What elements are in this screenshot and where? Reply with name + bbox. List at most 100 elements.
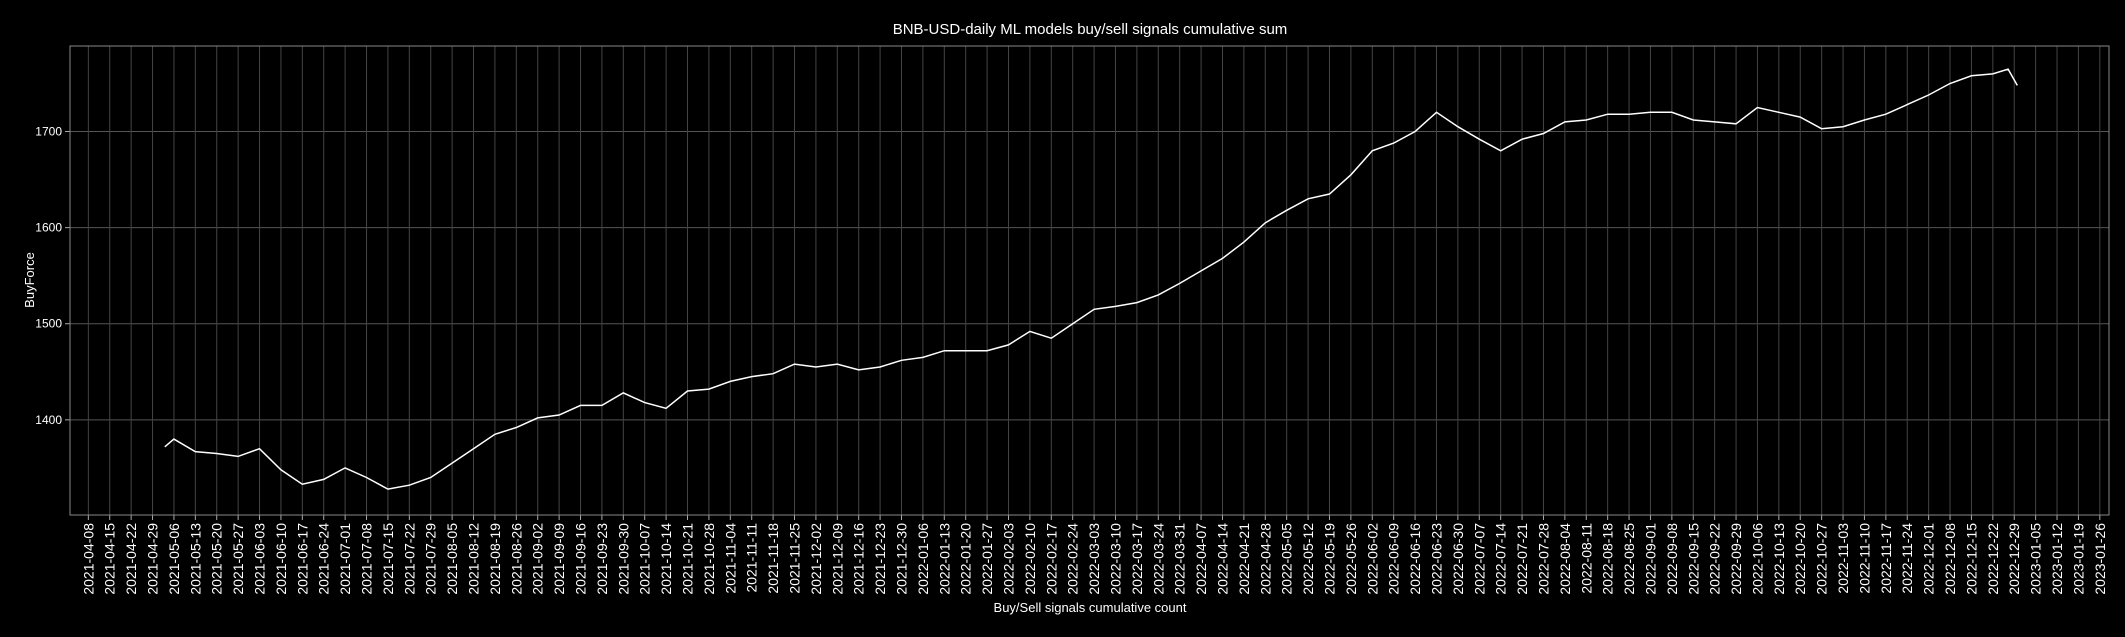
x-tick-label: 2023-01-19 xyxy=(2070,523,2086,595)
x-tick-label: 2022-11-24 xyxy=(1899,523,1915,594)
x-tick-label: 2022-09-08 xyxy=(1664,523,1680,595)
x-tick-label: 2022-02-10 xyxy=(1022,523,1038,595)
x-tick-label: 2022-01-06 xyxy=(915,523,931,595)
x-tick-label: 2022-07-21 xyxy=(1514,523,1530,595)
x-tick-label: 2022-11-03 xyxy=(1835,523,1851,594)
x-tick-label: 2021-05-06 xyxy=(166,523,182,595)
x-tick-label: 2022-09-29 xyxy=(1728,523,1744,595)
x-tick-label: 2021-06-17 xyxy=(294,523,310,595)
x-tick-label: 2023-01-05 xyxy=(2028,523,2044,595)
x-tick-label: 2022-06-16 xyxy=(1407,523,1423,595)
x-tick-label: 2022-10-06 xyxy=(1749,523,1765,595)
x-tick-label: 2021-09-16 xyxy=(573,523,589,595)
x-tick-label: 2022-06-09 xyxy=(1386,523,1402,595)
x-tick-label: 2021-07-08 xyxy=(359,523,375,595)
x-tick-label: 2022-09-01 xyxy=(1642,523,1658,595)
x-tick-label: 2022-01-20 xyxy=(958,523,974,595)
x-tick-label: 2022-03-31 xyxy=(1172,523,1188,595)
x-tick-label: 2022-04-21 xyxy=(1236,523,1252,595)
x-tick-label: 2021-05-13 xyxy=(187,523,203,595)
x-tick-label: 2021-07-22 xyxy=(401,523,417,595)
x-tick-label: 2022-08-18 xyxy=(1600,523,1616,595)
x-tick-label: 2021-12-23 xyxy=(872,523,888,595)
x-tick-label: 2022-09-15 xyxy=(1685,523,1701,595)
x-tick-label: 2021-06-10 xyxy=(273,523,289,595)
x-tick-label: 2021-08-19 xyxy=(487,523,503,595)
x-tick-label: 2022-03-24 xyxy=(1150,523,1166,595)
x-tick-label: 2021-12-30 xyxy=(893,523,909,595)
x-tick-label: 2021-04-15 xyxy=(102,523,118,595)
plot-border xyxy=(69,45,2110,516)
x-tick-label: 2022-07-07 xyxy=(1471,523,1487,595)
x-tick-label: 2022-09-22 xyxy=(1707,523,1723,595)
x-tick-label: 2022-11-17 xyxy=(1878,523,1894,594)
x-tick-label: 2022-06-30 xyxy=(1450,523,1466,595)
x-tick-label: 2021-08-12 xyxy=(466,523,482,595)
x-tick-label: 2022-10-13 xyxy=(1771,523,1787,595)
x-tick-label: 2022-12-08 xyxy=(1942,523,1958,595)
x-tick-label: 2021-11-18 xyxy=(765,523,781,594)
x-tick-label: 2022-08-25 xyxy=(1621,523,1637,595)
y-tick-label: 1600 xyxy=(35,221,62,235)
chart-title: BNB-USD-daily ML models buy/sell signals… xyxy=(893,21,1288,38)
x-tick-label: 2021-12-02 xyxy=(808,523,824,595)
x-axis-label: Buy/Sell signals cumulative count xyxy=(994,600,1187,615)
x-tick-label: 2022-12-15 xyxy=(1963,523,1979,595)
x-tick-label: 2021-06-24 xyxy=(316,523,332,595)
x-tick-label: 2021-07-29 xyxy=(423,523,439,595)
x-tick-label: 2022-08-04 xyxy=(1557,523,1573,595)
x-tick-label: 2021-09-23 xyxy=(594,523,610,595)
x-tick-label: 2021-11-25 xyxy=(787,523,803,594)
y-tick-label: 1400 xyxy=(35,413,62,427)
x-tick-label: 2022-10-20 xyxy=(1792,523,1808,595)
x-tick-label: 2023-01-12 xyxy=(2049,523,2065,595)
x-tick-label: 2022-01-13 xyxy=(936,523,952,595)
x-tick-label: 2022-05-19 xyxy=(1321,523,1337,595)
x-tick-label: 2022-07-14 xyxy=(1493,523,1509,595)
x-tick-label: 2021-07-01 xyxy=(337,523,353,595)
x-tick-label: 2022-05-05 xyxy=(1279,523,1295,595)
y-axis-label: BuyForce xyxy=(22,252,37,308)
x-tick-label: 2021-09-09 xyxy=(551,523,567,595)
x-tick-label: 2022-01-27 xyxy=(979,523,995,595)
x-tick-label: 2022-03-17 xyxy=(1129,523,1145,595)
x-tick-label: 2021-04-29 xyxy=(145,523,161,595)
y-tick-label: 1500 xyxy=(35,317,62,331)
x-tick-label: 2021-05-27 xyxy=(230,523,246,595)
x-tick-label: 2022-06-23 xyxy=(1428,523,1444,595)
x-tick-label: 2022-12-22 xyxy=(1985,523,2001,595)
x-tick-label: 2021-10-07 xyxy=(637,523,653,595)
x-tick-label: 2022-02-17 xyxy=(1043,523,1059,595)
x-tick-label: 2022-05-26 xyxy=(1343,523,1359,595)
x-tick-label: 2021-07-15 xyxy=(380,523,396,595)
x-tick-label: 2021-10-14 xyxy=(658,523,674,595)
x-tick-label: 2021-10-21 xyxy=(680,523,696,595)
x-tick-label: 2022-07-28 xyxy=(1535,523,1551,595)
x-tick-label: 2021-11-04 xyxy=(722,523,738,594)
x-tick-label: 2021-10-28 xyxy=(701,523,717,595)
x-tick-label: 2022-11-10 xyxy=(1856,523,1872,594)
x-tick-label: 2022-08-11 xyxy=(1578,523,1594,594)
x-tick-label: 2021-08-26 xyxy=(508,523,524,595)
x-tick-label: 2022-12-29 xyxy=(2006,523,2022,595)
x-tick-label: 2022-05-12 xyxy=(1300,523,1316,595)
x-tick-label: 2021-04-22 xyxy=(123,523,139,595)
x-tick-label: 2022-03-03 xyxy=(1086,523,1102,595)
x-tick-label: 2022-12-01 xyxy=(1921,523,1937,595)
x-tick-label: 2022-06-02 xyxy=(1364,523,1380,595)
x-tick-label: 2021-11-11 xyxy=(744,523,760,593)
x-tick-label: 2022-04-14 xyxy=(1214,523,1230,595)
y-tick-label: 1700 xyxy=(35,125,62,139)
x-tick-label: 2021-08-05 xyxy=(444,523,460,595)
x-tick-label: 2023-01-26 xyxy=(2092,523,2108,595)
x-tick-label: 2021-05-20 xyxy=(209,523,225,595)
data-line xyxy=(164,68,2018,490)
x-tick-label: 2022-02-03 xyxy=(1000,523,1016,595)
x-tick-label: 2021-12-09 xyxy=(829,523,845,595)
x-tick-label: 2021-12-16 xyxy=(851,523,867,595)
x-tick-label: 2021-04-08 xyxy=(80,523,96,595)
x-tick-label: 2021-09-30 xyxy=(615,523,631,595)
x-tick-label: 2021-09-02 xyxy=(530,523,546,595)
